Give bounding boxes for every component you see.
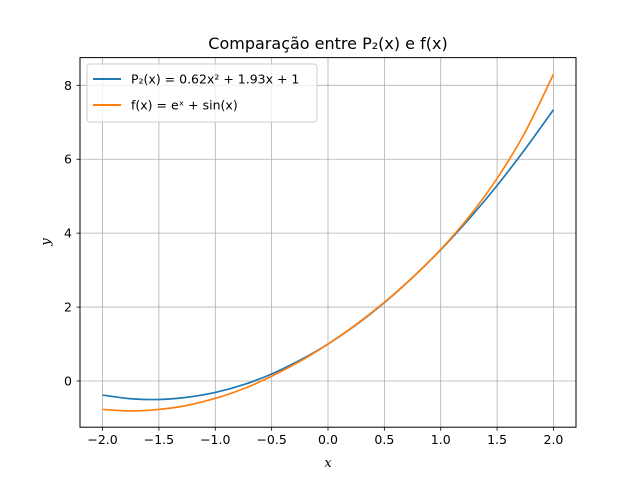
x-tick-label: 1.5 <box>487 432 507 447</box>
y-axis-label: y <box>39 238 54 247</box>
grid-lines <box>80 57 576 428</box>
x-axis-label: x <box>324 456 332 471</box>
series-lines <box>102 73 555 412</box>
x-tick-label: 2.0 <box>544 432 564 447</box>
legend-label-f: f(x) = eˣ + sin(x) <box>131 98 238 113</box>
x-tick-label: −0.5 <box>256 432 286 447</box>
axis-ticks: −2.0 −1.5 −1.0 −0.5 0.0 0.5 1.0 1.5 2.0 0 2 4 6 8 <box>64 78 563 447</box>
y-tick-label: 8 <box>64 78 72 93</box>
legend-box <box>86 63 318 123</box>
series-line-f <box>102 73 555 412</box>
y-tick-label: 4 <box>64 226 72 241</box>
x-tick-label: 1.0 <box>431 432 451 447</box>
x-tick-label: 0.5 <box>374 432 394 447</box>
chart-title: Comparação entre P₂(x) e f(x) <box>208 34 447 53</box>
x-tick-label: −1.5 <box>144 432 174 447</box>
y-tick-label: 2 <box>64 300 72 315</box>
y-tick-label: 0 <box>64 374 72 389</box>
x-tick-label: −2.0 <box>87 432 117 447</box>
y-tick-label: 6 <box>64 152 72 167</box>
legend-label-p2: P₂(x) = 0.62x² + 1.93x + 1 <box>131 72 299 87</box>
x-tick-label: 0.0 <box>318 432 338 447</box>
x-tick-label: −1.0 <box>200 432 230 447</box>
legend: P₂(x) = 0.62x² + 1.93x + 1 f(x) = eˣ + s… <box>86 63 318 123</box>
